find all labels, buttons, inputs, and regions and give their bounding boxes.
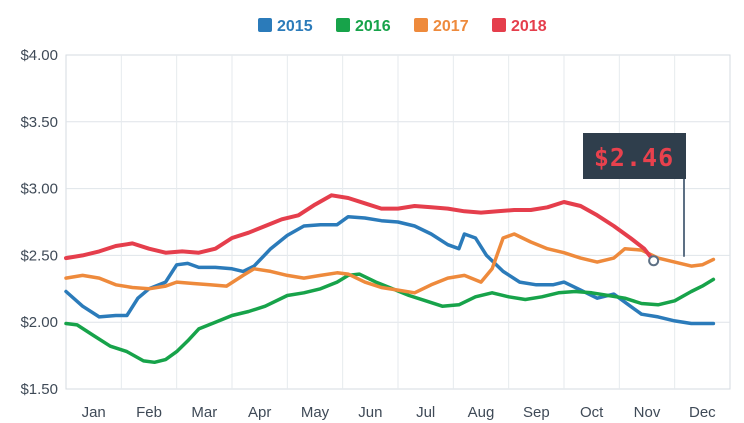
x-tick-label: Jun: [358, 404, 382, 421]
x-tick-label: Aug: [468, 404, 495, 421]
y-tick-label: $2.00: [20, 314, 58, 331]
legend-label-2018: 2018: [511, 18, 547, 35]
legend-label-2017: 2017: [433, 18, 469, 35]
x-tick-label: Sep: [523, 404, 550, 421]
series-lines: [64, 193, 716, 365]
x-tick-label: Nov: [634, 404, 661, 421]
x-tick-label: Jul: [416, 404, 435, 421]
series-line-2015: [64, 214, 716, 326]
callout-label: $2.46: [594, 143, 674, 172]
legend-swatch-2018: [492, 18, 506, 32]
y-axis-ticks: $4.00 $3.50 $3.00 $2.50 $2.00 $1.50: [20, 47, 58, 398]
y-tick-label: $3.50: [20, 114, 58, 131]
price-callout: $2.46: [583, 133, 686, 267]
y-tick-label: $2.50: [20, 247, 58, 264]
y-tick-label: $1.50: [20, 381, 58, 398]
legend-label-2015: 2015: [277, 18, 313, 35]
x-tick-label: Apr: [248, 404, 271, 421]
x-tick-label: May: [301, 404, 330, 421]
chart-legend: 2015 2016 2017 2018: [258, 18, 547, 35]
callout-point: [648, 255, 660, 267]
legend-swatch-2016: [336, 18, 350, 32]
x-axis-ticks: Jan Feb Mar Apr May Jun Jul Aug Sep Oct Nov Dec: [82, 404, 717, 421]
legend-label-2016: 2016: [355, 18, 391, 35]
y-tick-label: $3.00: [20, 181, 58, 198]
series-line-2018: [64, 193, 656, 263]
x-tick-label: Oct: [580, 404, 604, 421]
legend-swatch-2017: [414, 18, 428, 32]
y-tick-label: $4.00: [20, 47, 58, 64]
legend-swatch-2015: [258, 18, 272, 32]
series-line-2017: [64, 232, 716, 295]
x-tick-label: Feb: [136, 404, 162, 421]
x-tick-label: Dec: [689, 404, 716, 421]
callout-box: [583, 133, 686, 179]
series-line-2016: [64, 272, 716, 365]
x-tick-label: Mar: [191, 404, 217, 421]
x-tick-label: Jan: [82, 404, 106, 421]
